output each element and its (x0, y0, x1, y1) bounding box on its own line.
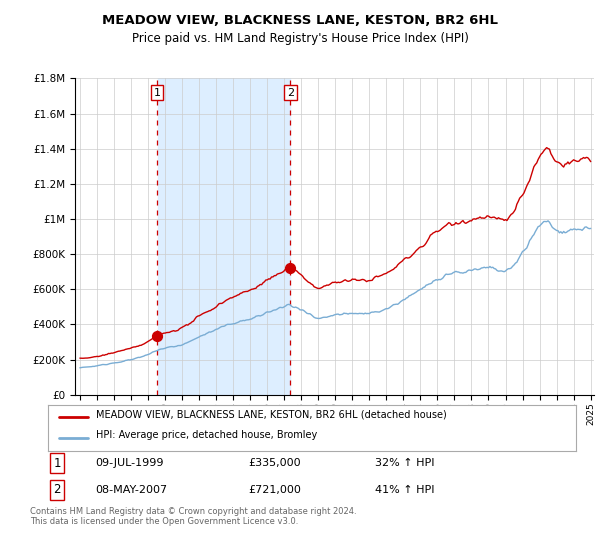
Text: HPI: Average price, detached house, Bromley: HPI: Average price, detached house, Brom… (95, 430, 317, 440)
Text: MEADOW VIEW, BLACKNESS LANE, KESTON, BR2 6HL (detached house): MEADOW VIEW, BLACKNESS LANE, KESTON, BR2… (95, 409, 446, 419)
Text: MEADOW VIEW, BLACKNESS LANE, KESTON, BR2 6HL: MEADOW VIEW, BLACKNESS LANE, KESTON, BR2… (102, 14, 498, 27)
Text: £721,000: £721,000 (248, 485, 302, 495)
Text: Contains HM Land Registry data © Crown copyright and database right 2024.
This d: Contains HM Land Registry data © Crown c… (30, 507, 356, 526)
Text: 41% ↑ HPI: 41% ↑ HPI (376, 485, 435, 495)
Point (152, 332, 162, 340)
Text: 2: 2 (53, 483, 61, 496)
Text: 1: 1 (53, 457, 61, 470)
Point (286, 264, 295, 273)
Text: 2: 2 (287, 87, 294, 97)
Text: £335,000: £335,000 (248, 458, 301, 468)
Text: Price paid vs. HM Land Registry's House Price Index (HPI): Price paid vs. HM Land Registry's House … (131, 32, 469, 45)
Text: 32% ↑ HPI: 32% ↑ HPI (376, 458, 435, 468)
Text: 1: 1 (154, 87, 161, 97)
Text: 08-MAY-2007: 08-MAY-2007 (95, 485, 167, 495)
Text: 09-JUL-1999: 09-JUL-1999 (95, 458, 164, 468)
